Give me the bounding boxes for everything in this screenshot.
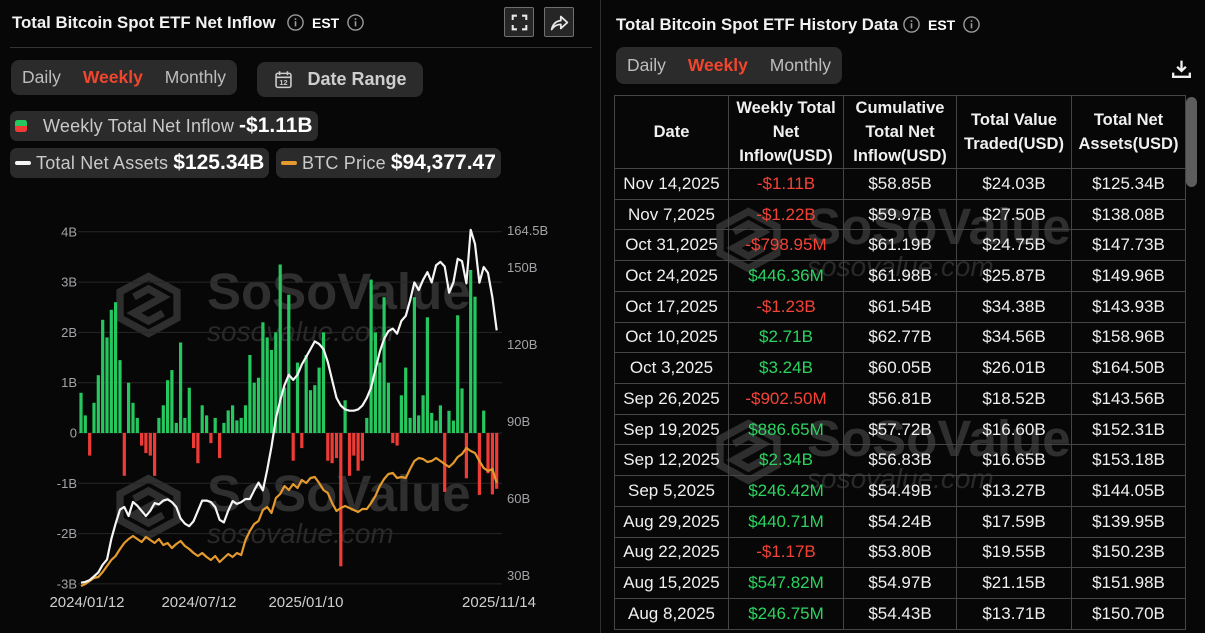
svg-text:2025/01/10: 2025/01/10 bbox=[268, 594, 343, 611]
svg-text:120B: 120B bbox=[507, 337, 537, 352]
svg-text:3B: 3B bbox=[61, 275, 77, 290]
svg-text:1B: 1B bbox=[61, 375, 77, 390]
svg-text:12: 12 bbox=[280, 78, 288, 87]
svg-text:2025/11/14: 2025/11/14 bbox=[462, 594, 536, 611]
svg-text:2024/07/12: 2024/07/12 bbox=[161, 594, 236, 611]
svg-text:150B: 150B bbox=[507, 260, 537, 275]
svg-text:-1B: -1B bbox=[57, 476, 77, 491]
svg-text:-3B: -3B bbox=[57, 576, 77, 591]
svg-text:2B: 2B bbox=[61, 325, 77, 340]
svg-text:-2B: -2B bbox=[57, 526, 77, 541]
svg-text:30B: 30B bbox=[507, 568, 530, 583]
svg-text:90B: 90B bbox=[507, 414, 530, 429]
svg-text:60B: 60B bbox=[507, 491, 530, 506]
svg-text:2024/01/12: 2024/01/12 bbox=[49, 594, 124, 611]
svg-text:164.5B: 164.5B bbox=[507, 223, 548, 238]
svg-text:4B: 4B bbox=[61, 224, 77, 239]
svg-text:0: 0 bbox=[70, 426, 77, 441]
